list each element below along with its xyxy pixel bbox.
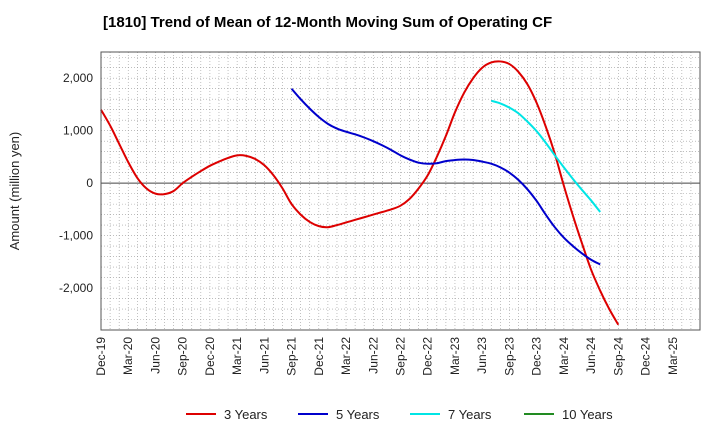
x-tick-labels: Dec-19 Mar-20 Jun-20 Sep-20 Dec-20 Mar-21 Jun-…: [94, 337, 680, 376]
grid-layer: [101, 52, 700, 330]
x-tick-label: Dec-21: [312, 337, 326, 376]
x-tick-label: Sep-22: [394, 337, 408, 376]
series-line-7-years: [490, 99, 601, 213]
legend-item-7-years: 7 Years: [410, 407, 492, 422]
plot-frame: [100, 51, 701, 331]
series-layer: [100, 60, 620, 326]
x-tick-label: Jun-24: [584, 337, 598, 374]
legend-item-5-years: 5 Years: [298, 407, 380, 422]
x-tick-label: Sep-23: [502, 337, 516, 376]
x-tick-label: Mar-23: [448, 337, 462, 375]
legend: 3 Years 5 Years 7 Years 10 Years: [186, 407, 613, 422]
legend-label: 3 Years: [224, 407, 268, 422]
x-tick-label: Mar-20: [121, 337, 135, 375]
y-tick-label: 1,000: [63, 124, 93, 138]
x-tick-label: Jun-22: [366, 337, 380, 374]
x-tick-label: Dec-19: [94, 337, 108, 376]
legend-item-10-years: 10 Years: [524, 407, 613, 422]
y-tick-label: -1,000: [59, 229, 93, 243]
x-tick-label: Jun-21: [257, 337, 271, 374]
y-tick-label: 0: [86, 176, 93, 190]
y-tick-label: -2,000: [59, 281, 93, 295]
legend-item-3-years: 3 Years: [186, 407, 268, 422]
x-tick-label: Jun-20: [148, 337, 162, 374]
x-tick-label: Sep-24: [611, 337, 625, 376]
x-tick-label: Dec-24: [639, 337, 653, 376]
legend-label: 10 Years: [562, 407, 613, 422]
y-tick-labels: -2,000 -1,000 0 1,000 2,000: [59, 71, 93, 295]
chart-title: [1810] Trend of Mean of 12-Month Moving …: [103, 14, 553, 31]
y-tick-label: 2,000: [63, 71, 93, 85]
x-tick-label: Dec-23: [530, 337, 544, 376]
series-line-5-years: [290, 88, 601, 266]
x-tick-label: Mar-21: [230, 337, 244, 375]
x-tick-label: Mar-25: [666, 337, 680, 375]
x-tick-label: Sep-20: [176, 337, 190, 376]
legend-label: 5 Years: [336, 407, 380, 422]
series-line-3-years: [100, 60, 620, 326]
x-tick-label: Sep-21: [285, 337, 299, 376]
x-tick-label: Mar-24: [557, 337, 571, 375]
legend-label: 7 Years: [448, 407, 492, 422]
x-tick-label: Dec-22: [421, 337, 435, 376]
x-tick-label: Jun-23: [475, 337, 489, 374]
x-tick-label: Mar-22: [339, 337, 353, 375]
y-axis-label: Amount (million yen): [7, 132, 22, 251]
x-tick-label: Dec-20: [203, 337, 217, 376]
